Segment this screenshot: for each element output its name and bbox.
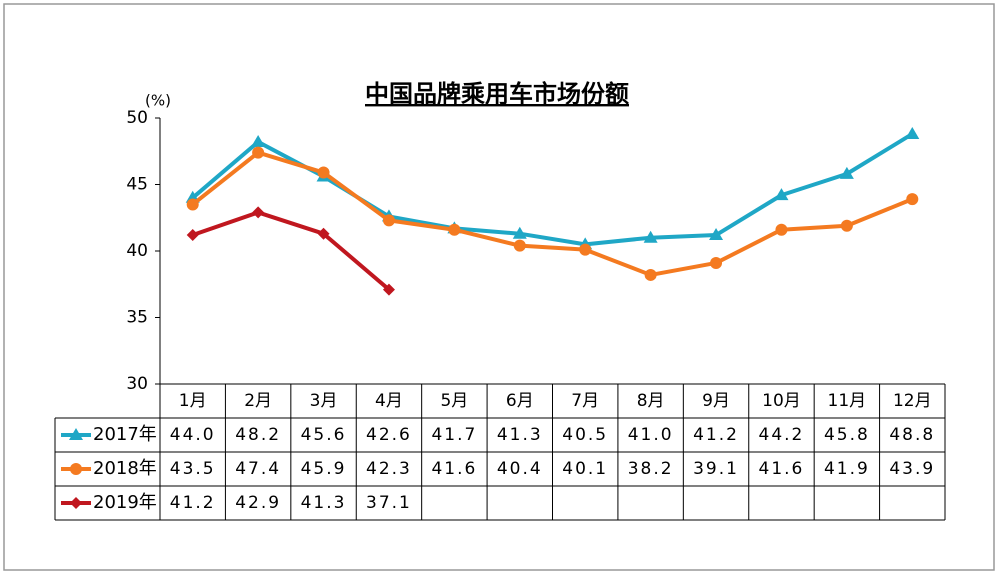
y-unit: (%): [145, 92, 171, 110]
legend-label: 2019年: [93, 492, 157, 513]
table-cell: 48.2: [235, 425, 281, 445]
table-cell: 44.2: [759, 425, 805, 445]
table-cell: 43.5: [170, 459, 216, 479]
legend-marker: [70, 463, 82, 475]
marker: [643, 230, 658, 243]
marker: [448, 223, 461, 236]
table-cell: 45.6: [301, 425, 347, 445]
marker: [186, 229, 199, 242]
table-cell: 41.7: [431, 425, 477, 445]
table-cell: 40.4: [497, 459, 543, 479]
marker: [709, 228, 724, 241]
marker: [317, 166, 330, 179]
legend-marker: [70, 497, 82, 509]
x-tick-label: 8月: [637, 391, 665, 411]
table-cell: 42.6: [366, 425, 412, 445]
marker: [579, 243, 592, 256]
x-tick-label: 6月: [506, 391, 534, 411]
frame: [3, 3, 995, 571]
y-tick-label: 45: [126, 175, 148, 195]
table-cell: 42.3: [366, 459, 412, 479]
table-cell: 38.2: [628, 459, 674, 479]
table-cell: 45.9: [301, 459, 347, 479]
marker: [644, 268, 657, 281]
x-tick-label: 10月: [762, 391, 801, 411]
table-cell: 41.0: [628, 425, 674, 445]
marker: [774, 188, 789, 201]
marker: [251, 134, 266, 147]
table-cell: 41.9: [824, 459, 870, 479]
table-cell: 41.3: [301, 493, 347, 513]
marker: [317, 227, 330, 240]
y-tick-label: 30: [126, 374, 148, 394]
marker: [513, 239, 526, 252]
marker: [252, 206, 265, 219]
table-cell: 47.4: [235, 459, 281, 479]
table-cell: 41.2: [693, 425, 739, 445]
y-tick-label: 35: [126, 308, 148, 328]
marker: [382, 283, 395, 296]
legend-label: 2018年: [93, 458, 157, 479]
series-line: [192, 210, 391, 292]
x-tick-label: 5月: [440, 391, 468, 411]
marker: [710, 256, 723, 269]
table-cell: 41.3: [497, 425, 543, 445]
table-cell: 41.6: [759, 459, 805, 479]
x-tick-label: 1月: [179, 391, 207, 411]
table-cell: 44.0: [170, 425, 216, 445]
y-tick-label: 50: [126, 108, 148, 128]
y-tick-label: 40: [126, 241, 148, 261]
x-tick-label: 3月: [310, 391, 338, 411]
table-cell: 43.9: [889, 459, 935, 479]
series-line: [191, 150, 914, 277]
marker: [840, 219, 853, 232]
marker: [905, 126, 920, 139]
x-tick-label: 11月: [828, 391, 867, 411]
legend-label: 2017年: [93, 424, 157, 445]
table-cell: 41.2: [170, 493, 216, 513]
marker: [839, 166, 854, 179]
chart-title: 中国品牌乘用车市场份额: [365, 80, 629, 108]
marker: [186, 198, 199, 211]
legend-marker: [69, 428, 83, 440]
table-cell: 42.9: [235, 493, 281, 513]
table-cell: 48.8: [889, 425, 935, 445]
table-cell: 41.6: [431, 459, 477, 479]
marker: [906, 193, 919, 206]
table-cell: 39.1: [693, 459, 739, 479]
table-cell: 40.1: [562, 459, 608, 479]
marker: [512, 226, 527, 239]
x-tick-label: 7月: [571, 391, 599, 411]
table-cell: 37.1: [366, 493, 412, 513]
x-tick-label: 4月: [375, 391, 403, 411]
x-tick-label: 12月: [893, 391, 932, 411]
marker: [252, 146, 265, 159]
marker: [775, 223, 788, 236]
table-cell: 45.8: [824, 425, 870, 445]
x-tick-label: 9月: [702, 391, 730, 411]
x-tick-label: 2月: [244, 391, 272, 411]
table-cell: 40.5: [562, 425, 608, 445]
marker: [382, 214, 395, 227]
